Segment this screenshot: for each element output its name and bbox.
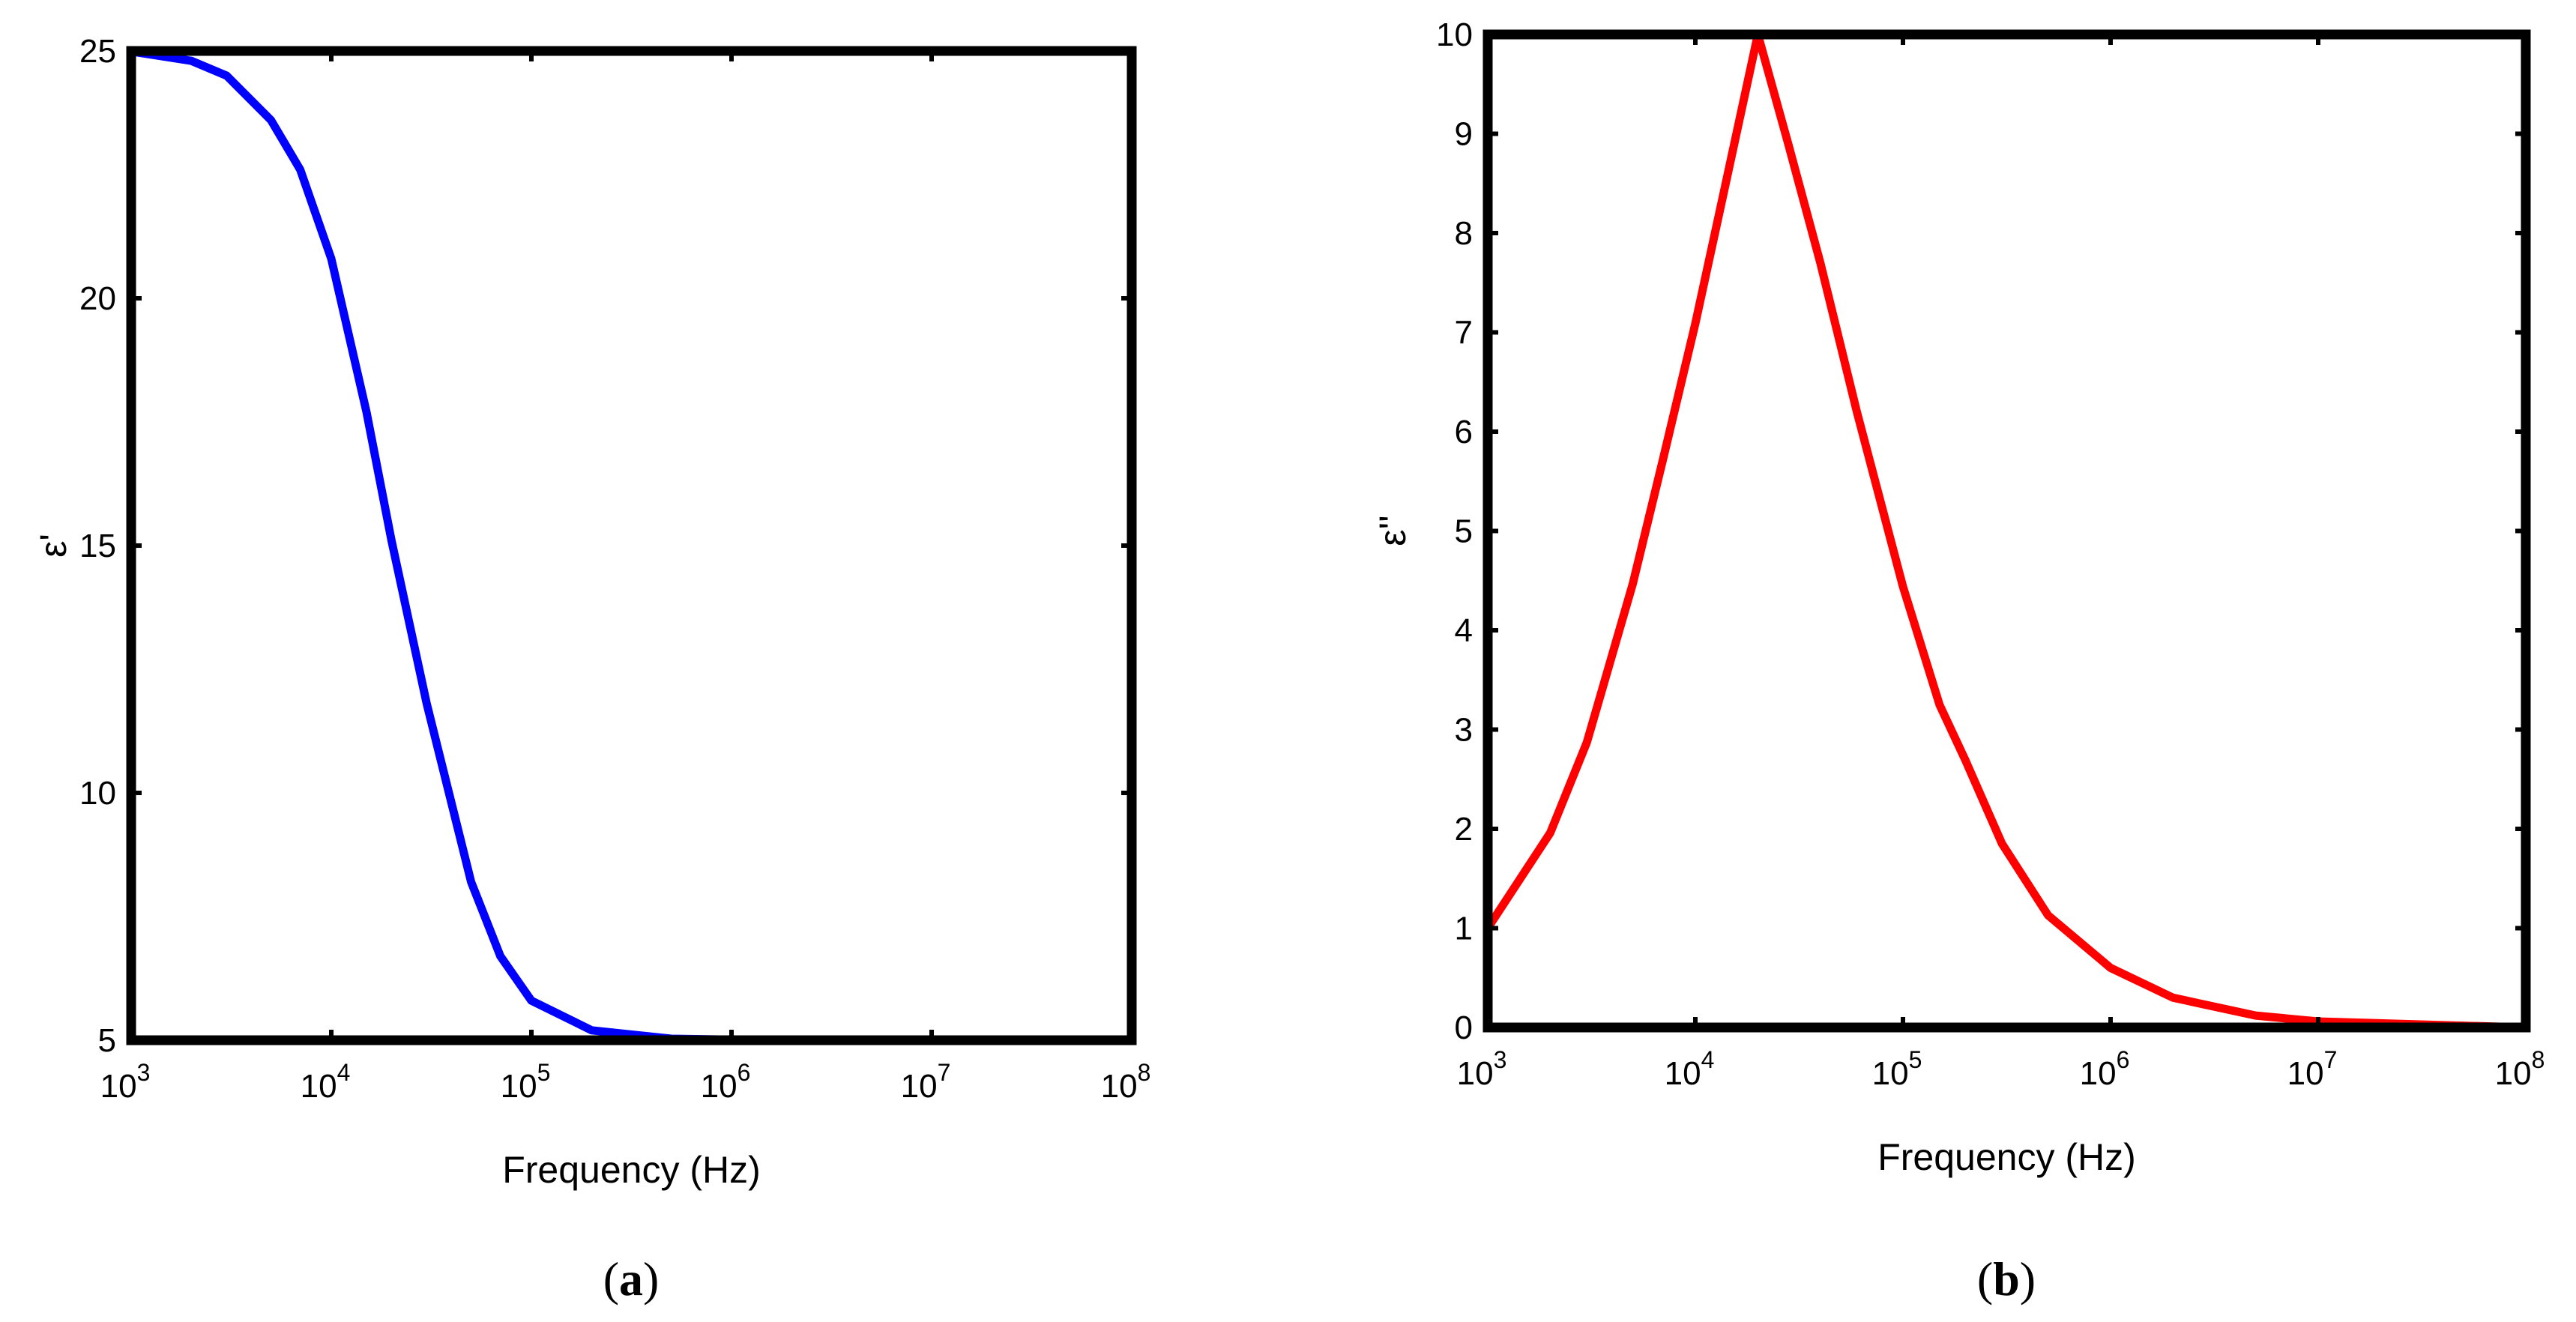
y-axis-label: ε' xyxy=(32,534,74,558)
x-tick-label: 104 xyxy=(301,1059,351,1105)
y-tick-label: 10 xyxy=(79,775,116,812)
x-tick-label: 104 xyxy=(1665,1046,1715,1092)
x-tick-label: 103 xyxy=(1457,1046,1507,1092)
y-tick-label: 2 xyxy=(1455,811,1473,848)
y-tick-label: 7 xyxy=(1455,315,1473,351)
y-tick-label: 5 xyxy=(1455,513,1473,550)
x-axis-label: Frequency (Hz) xyxy=(1877,1136,2136,1178)
y-tick-label: 10 xyxy=(1436,16,1473,53)
data-series-line xyxy=(1483,30,2530,1032)
panel-label: (b) xyxy=(1977,1252,2036,1306)
y-axis-label: ε'' xyxy=(1372,515,1414,546)
plot-frame xyxy=(126,46,1137,1045)
y-tick-label: 8 xyxy=(1455,215,1473,252)
x-axis-label: Frequency (Hz) xyxy=(502,1149,761,1191)
y-tick-label: 9 xyxy=(1455,116,1473,153)
y-tick-label: 1 xyxy=(1455,911,1473,947)
panel-b: 103 104 105 106 107 108 0 1 2 3 4 5 6 7 8 9 10 Frequency … xyxy=(1372,16,2545,1306)
data-series-line xyxy=(127,47,1136,1045)
y-tick-label: 25 xyxy=(79,33,116,70)
x-tick-label: 106 xyxy=(701,1059,751,1105)
y-tick-label: 0 xyxy=(1455,1009,1473,1046)
y-tick-label: 6 xyxy=(1455,414,1473,450)
x-tick-label: 103 xyxy=(100,1059,151,1105)
x-tick-label: 108 xyxy=(2495,1046,2545,1092)
x-tick-label: 106 xyxy=(2080,1046,2130,1092)
x-tick-label: 105 xyxy=(501,1059,551,1105)
y-tick-label: 20 xyxy=(79,280,116,317)
x-tick-label: 107 xyxy=(2287,1046,2338,1092)
x-tick-label: 108 xyxy=(1101,1059,1151,1105)
x-tick-label: 107 xyxy=(901,1059,951,1105)
y-tick-label: 15 xyxy=(79,528,116,564)
panel-label: (a) xyxy=(603,1252,660,1306)
panel-a: 103 104 105 106 107 108 5 10 15 20 25 Frequency (Hz… xyxy=(32,33,1150,1306)
y-tick-label: 5 xyxy=(98,1022,116,1059)
y-tick-label: 4 xyxy=(1455,612,1473,649)
x-tick-label: 105 xyxy=(1872,1046,1922,1092)
y-tick-label: 3 xyxy=(1455,712,1473,749)
